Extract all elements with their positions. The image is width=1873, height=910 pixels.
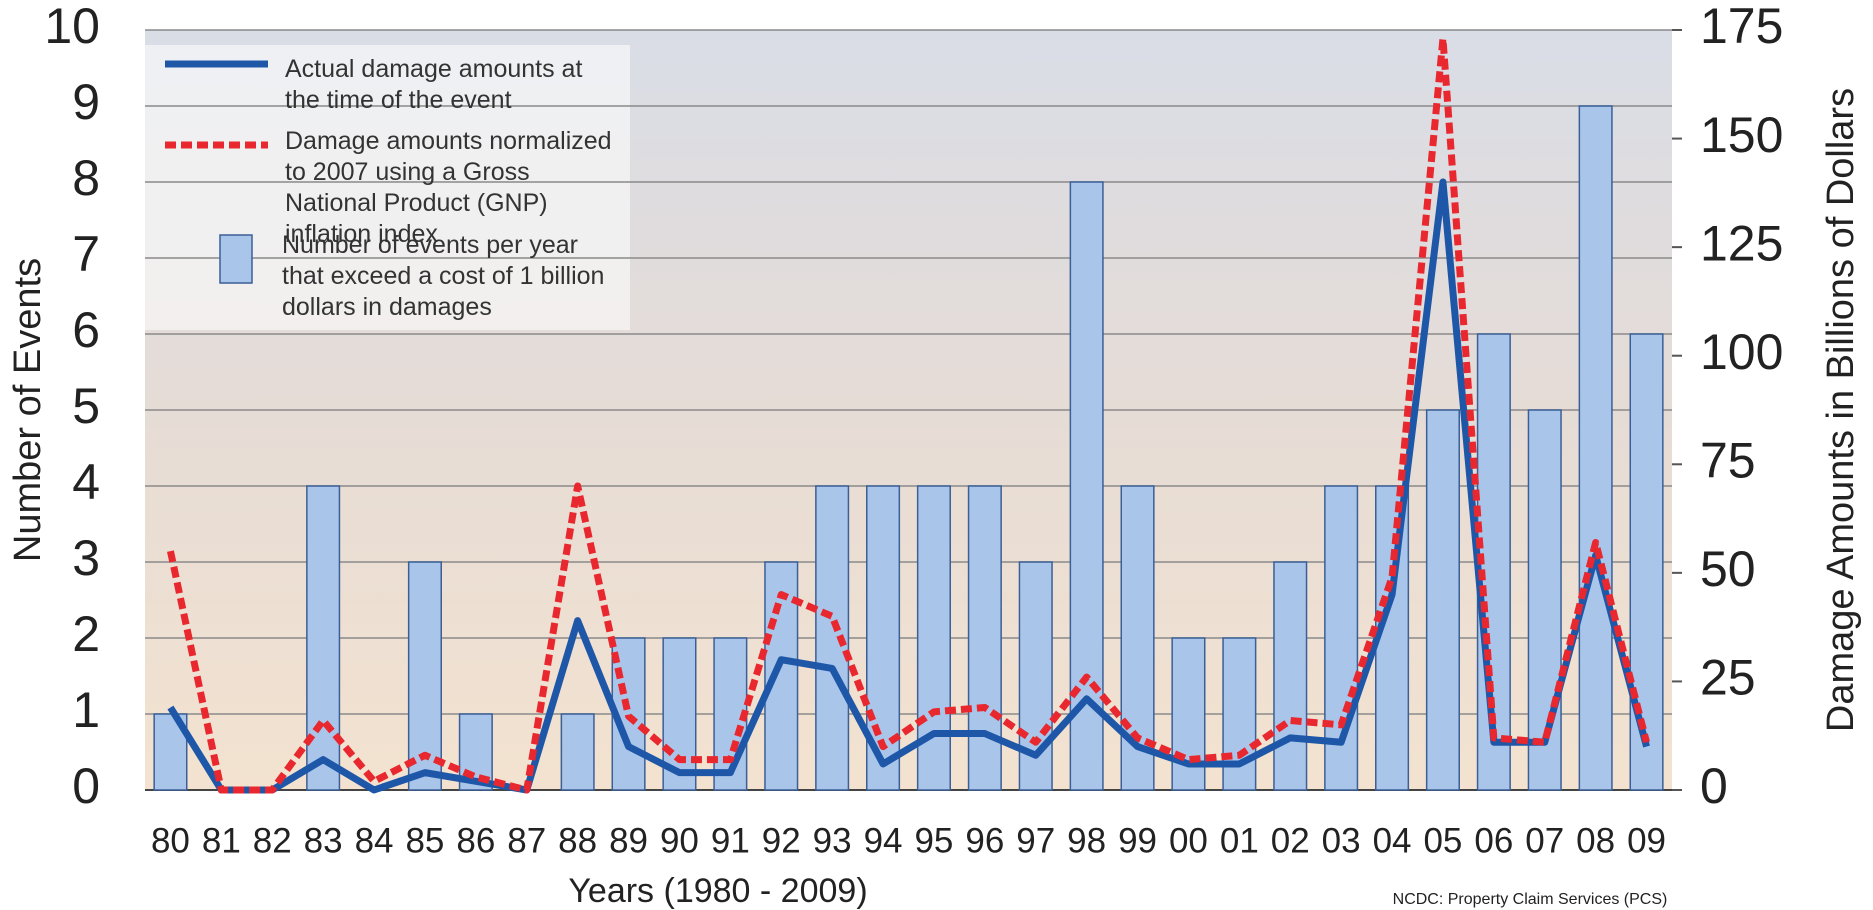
y2-tick-label: 100	[1700, 324, 1783, 380]
x-tick-label: 02	[1271, 821, 1310, 860]
y2-tick-label: 125	[1700, 215, 1783, 271]
x-tick-label: 91	[711, 821, 750, 860]
x-tick-label: 80	[151, 821, 190, 860]
x-tick-label: 09	[1627, 821, 1666, 860]
legend-label: Damage amounts normalized to 2007 using …	[285, 127, 612, 248]
source-note: NCDC: Property Claim Services (PCS)	[1393, 891, 1668, 908]
y-tick-label: 1	[72, 682, 100, 738]
bar	[1578, 105, 1613, 791]
bar	[1527, 409, 1562, 791]
x-tick-label: 07	[1525, 821, 1564, 860]
x-tick-label: 93	[813, 821, 852, 860]
x-tick-label: 81	[202, 821, 241, 860]
x-tick-label: 83	[304, 821, 343, 860]
bar	[662, 637, 697, 791]
x-tick-label: 88	[558, 821, 597, 860]
y2-tick-label: 175	[1700, 0, 1783, 54]
y2-tick-label: 0	[1700, 758, 1728, 814]
y-tick-label: 0	[72, 758, 100, 814]
x-tick-label: 90	[660, 821, 699, 860]
x-tick-label: 92	[762, 821, 801, 860]
legend-label: Number of events per year that exceed a …	[282, 231, 605, 321]
y-tick-label: 8	[72, 150, 100, 206]
y2-tick-label: 50	[1700, 541, 1756, 597]
x-tick-label: 94	[864, 821, 903, 860]
x-tick-label: 03	[1322, 821, 1361, 860]
bar	[560, 713, 595, 791]
x-tick-label: 08	[1576, 821, 1615, 860]
y-tick-label: 6	[72, 302, 100, 358]
x-tick-label: 99	[1118, 821, 1157, 860]
bar	[1629, 333, 1664, 791]
y-tick-label: 5	[72, 378, 100, 434]
x-tick-label: 04	[1373, 821, 1412, 860]
y2-axis-title: Damage Amounts in Billions of Dollars	[1820, 88, 1862, 732]
x-tick-label: 05	[1423, 821, 1462, 860]
bar	[1425, 409, 1460, 791]
legend-swatch	[219, 234, 253, 284]
x-tick-label: 84	[355, 821, 394, 860]
y-tick-label: 9	[72, 74, 100, 130]
line	[167, 178, 1650, 794]
line	[167, 35, 1650, 794]
bar	[967, 485, 1002, 791]
y2-tick-label: 150	[1700, 107, 1783, 163]
bar	[1375, 485, 1410, 791]
x-tick-label: 00	[1169, 821, 1208, 860]
x-tick-label: 97	[1016, 821, 1055, 860]
legend-label: Actual damage amounts at the time of the…	[285, 55, 583, 114]
y2-tick-label: 25	[1700, 650, 1756, 706]
y-tick-label: 3	[72, 530, 100, 586]
x-tick-label: 96	[965, 821, 1004, 860]
y2-tick-label: 75	[1700, 432, 1756, 488]
x-axis-title: Years (1980 - 2009)	[568, 872, 867, 910]
x-tick-label: 98	[1067, 821, 1106, 860]
bar	[1273, 561, 1308, 791]
y-tick-label: 7	[72, 226, 100, 282]
bar	[306, 485, 341, 791]
x-tick-label: 86	[456, 821, 495, 860]
x-tick-label: 89	[609, 821, 648, 860]
x-tick-label: 82	[253, 821, 292, 860]
x-tick-label: 87	[507, 821, 546, 860]
y-tick-label: 10	[44, 0, 100, 54]
y-axis-title: Number of Events	[7, 258, 49, 562]
x-tick-label: 85	[405, 821, 444, 860]
x-tick-label: 06	[1474, 821, 1513, 860]
y-tick-label: 4	[72, 454, 100, 510]
y-tick-label: 2	[72, 606, 100, 662]
x-tick-label: 01	[1220, 821, 1259, 860]
x-tick-label: 95	[914, 821, 953, 860]
